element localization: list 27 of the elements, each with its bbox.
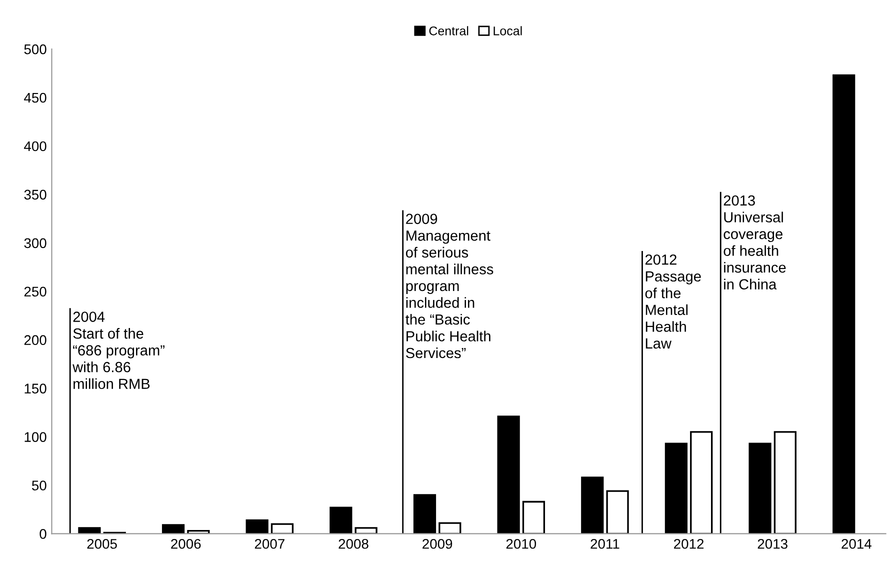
y-tick-label: 0 [40, 529, 46, 539]
x-tick-label: 2006 [171, 538, 201, 549]
y-tick-label: 300 [24, 238, 46, 248]
y-tick-label: 200 [24, 335, 46, 346]
y-tick-label: 400 [24, 141, 46, 152]
x-tick-label: 2011 [590, 538, 620, 549]
x-tick-label: 2005 [87, 538, 117, 549]
x-tick-label: 2013 [758, 538, 788, 549]
y-tick-label: 500 [24, 44, 46, 54]
y-tick-label: 350 [24, 190, 46, 200]
legend-label: Local [494, 26, 522, 36]
y-tick-label: 50 [32, 480, 46, 490]
annotation: 2013 Universal coverage of health insurance in China [724, 195, 786, 290]
x-tick-label: 2012 [674, 538, 704, 549]
y-tick-label: 250 [24, 286, 46, 297]
x-tick-label: 2008 [338, 538, 368, 549]
annotation: 2004 Start of the “686 program” with 6.86 million RMB [72, 312, 164, 390]
x-tick-label: 2010 [506, 538, 536, 549]
x-tick-label: 2007 [254, 538, 284, 549]
y-tick-label: 450 [24, 92, 46, 103]
legend-label: Central [429, 26, 468, 36]
y-tick-label: 100 [24, 432, 46, 442]
x-tick-label: 2009 [422, 538, 452, 549]
annotation: 2012 Passage of the Mental Health Law [645, 254, 701, 349]
y-tick-label: 150 [24, 384, 46, 394]
x-tick-label: 2014 [842, 538, 872, 549]
text: 2009 Management of serious mental illness program included in the “Basic Public Health Services” [406, 214, 494, 358]
